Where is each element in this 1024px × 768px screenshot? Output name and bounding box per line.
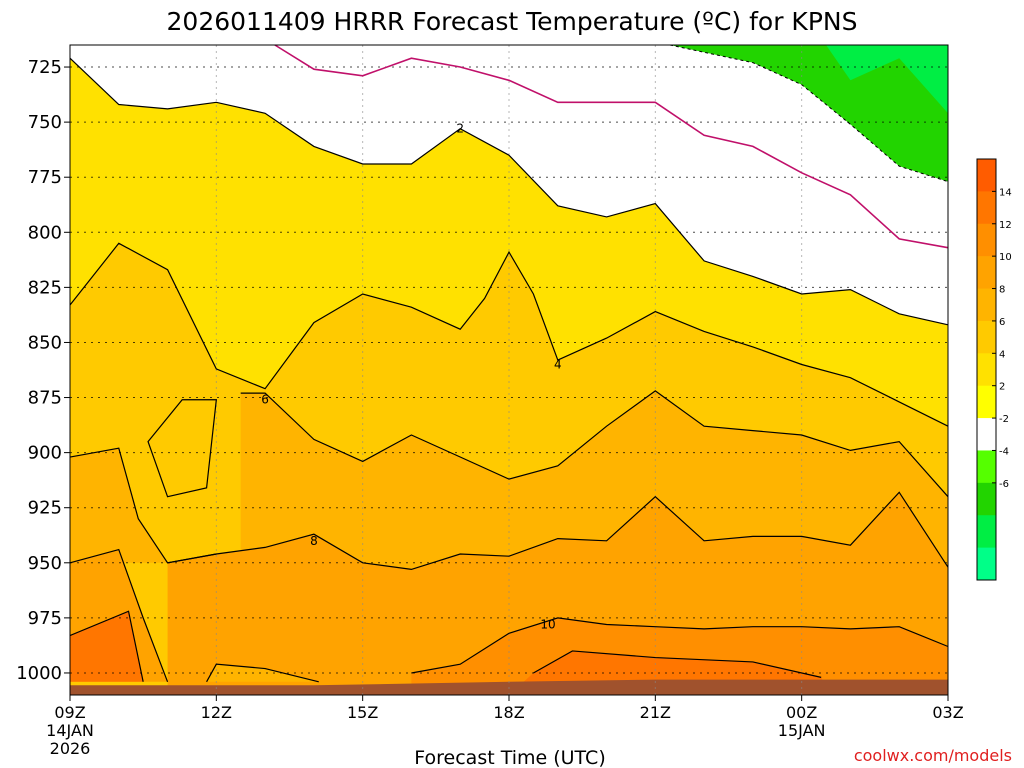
x-tick-date: 15JAN (778, 721, 826, 740)
contour-label: 6 (261, 393, 269, 407)
x-tick-label: 03Z (932, 703, 963, 722)
contour-line (167, 491, 949, 571)
fill-below-zero (591, 45, 948, 182)
colorbar-tick-label: 6 (999, 317, 1005, 328)
x-tick-label: 12Z (201, 703, 232, 722)
contour-line (240, 390, 949, 498)
x-tick-year: 2026 (50, 739, 91, 758)
contour-lines (69, 44, 949, 683)
x-axis-label: Forecast Time (UTC) (414, 747, 605, 768)
colorbar-frame (976, 158, 997, 581)
y-tick-label: 975 (28, 608, 62, 629)
fill-twelve-left-lobe (70, 611, 144, 682)
colorbar-swatch (977, 159, 996, 192)
x-tick-label: 18Z (493, 703, 524, 722)
fill-below-minus-two (826, 45, 948, 114)
y-tick-label: 750 (28, 112, 62, 133)
y-tick-label: 925 (28, 498, 62, 519)
contour-line (147, 399, 218, 498)
colorbar-swatch (977, 353, 996, 387)
y-tick-label: 800 (28, 222, 62, 243)
y-tick-label: 950 (28, 553, 62, 574)
colorbar-swatch (977, 450, 996, 484)
y-tick-label: 1000 (16, 663, 62, 684)
x-tick-label: 09Z (54, 703, 85, 722)
contour-labels: 2 4 6 8 10 (261, 122, 561, 632)
colorbar-tick-label: -6 (999, 479, 1009, 490)
colorbar-tick-label: -4 (999, 446, 1009, 457)
y-tick-label: 850 (28, 332, 62, 353)
colorbar-tick-label: 2 (999, 382, 1005, 393)
chart-title: 2026011409 HRRR Forecast Temperature (ºC… (167, 7, 858, 36)
zero-dashed-line (669, 44, 949, 183)
contour-line (533, 650, 822, 678)
contour-line (69, 610, 144, 682)
contour-line (69, 57, 949, 326)
y-tick-label: 900 (28, 443, 62, 464)
contour-line (69, 548, 169, 682)
contour-line (411, 617, 949, 674)
fill-surface-pocket (206, 664, 319, 682)
y-tick-label: 775 (28, 167, 62, 188)
colorbar-tick-label: 12 (999, 220, 1012, 231)
colorbar-swatch (977, 320, 996, 354)
fill-cool-pocket (148, 399, 217, 497)
contour-label: 2 (456, 122, 464, 136)
x-tick-label: 15Z (347, 703, 378, 722)
y-tick-label: 825 (28, 277, 62, 298)
y-tick-label: 875 (28, 388, 62, 409)
colorbar-tick-label: -2 (999, 414, 1009, 425)
colorbar-swatch (977, 256, 996, 290)
colorbar: 14 12 10 8 6 4 2 -2 -4 -6 (976, 158, 1012, 581)
colorbar-swatch (977, 418, 996, 451)
colorbar-tick-label: 8 (999, 285, 1005, 296)
colorbar-swatch (977, 191, 996, 225)
x-tick-label: 21Z (640, 703, 671, 722)
colorbar-tick-label: 10 (999, 252, 1012, 263)
colorbar-swatch (977, 288, 996, 322)
freezing-isotherm (274, 44, 949, 249)
colorbar-swatch (977, 385, 996, 419)
y-tick-label: 725 (28, 57, 62, 78)
fill-six-left-lobe (70, 448, 168, 563)
contour-label: 10 (540, 617, 555, 631)
y-axis: 725 750 775 800 825 850 875 900 925 950 975 1000 (16, 57, 70, 684)
x-tick-date: 14JAN (46, 721, 94, 740)
colorbar-tick-label: 4 (999, 349, 1005, 360)
contour-line (69, 447, 217, 564)
credit-text: coolwx.com/models (854, 746, 1012, 765)
contour-label: 4 (554, 357, 562, 371)
colorbar-swatch (977, 515, 996, 549)
contour-label: 8 (310, 534, 318, 548)
colorbar-swatch (977, 223, 996, 257)
contour-line (69, 242, 949, 427)
colorbar-tick-label: 14 (999, 187, 1012, 198)
x-tick-label: 00Z (786, 703, 817, 722)
contour-line (206, 663, 319, 683)
colorbar-swatch (977, 547, 996, 581)
colorbar-swatch (977, 482, 996, 516)
